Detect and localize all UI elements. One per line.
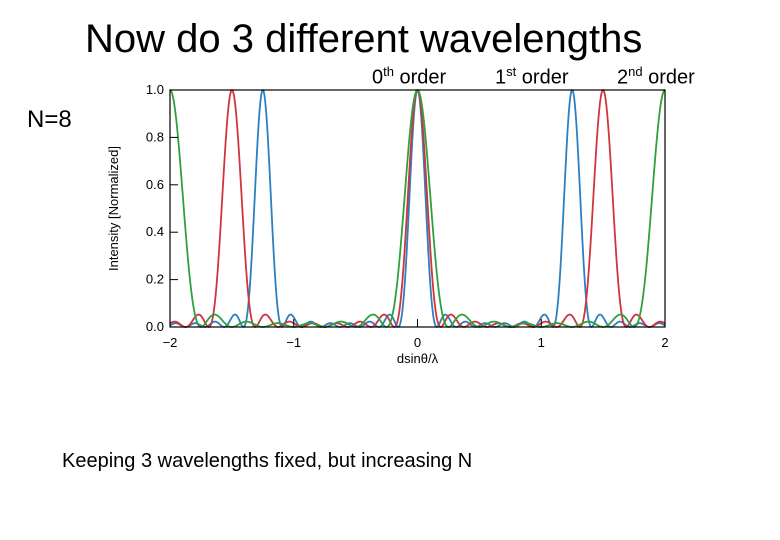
x-tick-label: 0 — [414, 335, 421, 350]
caption: Keeping 3 wavelengths fixed, but increas… — [62, 450, 473, 472]
n-label: N=8 — [27, 106, 72, 133]
series-line-1 — [169, 89, 666, 328]
y-tick-label: 0.8 — [146, 129, 164, 144]
interference-chart: −2 −1 0 1 2 0.0 0.2 0.4 0.6 0.8 1.0 dsinθ/λ Intens… — [106, 82, 669, 366]
x-tick-label: −2 — [163, 335, 178, 350]
x-tick-label: 2 — [661, 335, 668, 350]
y-tick-label: 0.2 — [146, 272, 164, 287]
x-tick-label: 1 — [538, 335, 545, 350]
plot-area — [169, 88, 666, 328]
y-tick-label: 0.0 — [146, 319, 164, 334]
x-tick-label: −1 — [286, 335, 301, 350]
order-label-1: 1st order — [495, 64, 569, 89]
slide-title: Now do 3 different wavelengths — [85, 17, 643, 61]
y-tick-label: 1.0 — [146, 82, 164, 97]
series-line-2 — [169, 89, 666, 328]
axes: −2 −1 0 1 2 0.0 0.2 0.4 0.6 0.8 1.0 — [146, 82, 669, 350]
order-label-0: 0th order — [372, 64, 447, 89]
y-axis-label: Intensity [Normalized] — [106, 146, 121, 271]
series-line-0 — [169, 88, 666, 328]
x-axis-label: dsinθ/λ — [397, 351, 439, 366]
plot-frame — [169, 89, 666, 328]
y-tick-label: 0.6 — [146, 177, 164, 192]
order-label-2: 2nd order — [617, 64, 695, 89]
y-tick-label: 0.4 — [146, 224, 164, 239]
order-labels: 0th order 1st order 2nd order — [0, 62, 780, 92]
